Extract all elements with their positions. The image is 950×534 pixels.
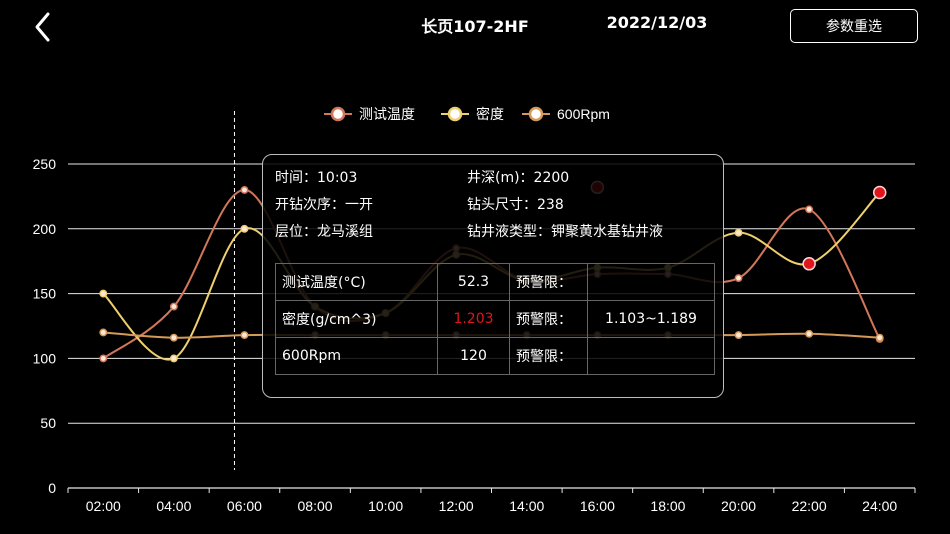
data-point <box>240 331 249 340</box>
param-name: 600Rpm <box>275 337 438 375</box>
well-title: 长页107-2HF <box>421 17 529 36</box>
chevron-left-icon <box>35 12 50 42</box>
y-tick-label: 200 <box>33 221 57 237</box>
x-tick-label: 14:00 <box>509 498 544 514</box>
x-tick-label: 22:00 <box>792 498 827 514</box>
table-row: 测试温度(°C) 52.3 预警限： <box>275 263 715 301</box>
warn-limit-range: 1.103~1.189 <box>587 300 715 338</box>
alarm-point <box>872 185 887 200</box>
tooltip-time: 时间：10:03 <box>275 170 358 186</box>
table-row: 密度(g/cm^3) 1.203 预警限： 1.103~1.189 <box>275 300 715 338</box>
y-tick-label: 250 <box>33 156 57 172</box>
x-tick-label: 24:00 <box>862 498 897 514</box>
data-point <box>99 289 108 298</box>
warn-limit-label: 预警限： <box>509 337 588 375</box>
y-tick-label: 0 <box>48 480 56 496</box>
tooltip-info: 时间：10:03 井深(m)：2200 开钻次序：一开 钻头尺寸：238 层位：… <box>275 167 715 248</box>
param-value: 1.203 <box>437 300 510 338</box>
tooltip-depth: 井深(m)：2200 <box>467 170 570 186</box>
legend-marker <box>528 106 544 122</box>
data-point <box>99 354 108 363</box>
date-label: 2022/12/03 <box>606 13 708 32</box>
tooltip-bit-size: 钻头尺寸：238 <box>467 197 564 213</box>
x-tick-label: 04:00 <box>156 498 191 514</box>
back-button[interactable] <box>28 10 60 44</box>
legend-label: 测试温度 <box>359 106 415 122</box>
y-tick-label: 50 <box>40 415 56 431</box>
warn-limit-range <box>587 337 715 375</box>
data-point <box>805 329 814 338</box>
warn-limit-range <box>587 263 715 301</box>
x-tick-label: 06:00 <box>227 498 262 514</box>
data-point <box>875 333 884 342</box>
data-point <box>734 274 743 282</box>
legend-label: 密度 <box>476 106 504 122</box>
x-tick-label: 02:00 <box>86 498 121 514</box>
y-tick-label: 100 <box>33 350 57 366</box>
param-name: 密度(g/cm^3) <box>275 300 438 338</box>
data-point <box>734 331 743 340</box>
x-tick-label: 20:00 <box>721 498 756 514</box>
table-row: 600Rpm 120 预警限： <box>275 337 715 375</box>
data-point <box>169 302 178 311</box>
legend-marker <box>447 106 463 122</box>
data-point <box>169 333 178 342</box>
data-point <box>99 328 108 337</box>
data-point <box>240 185 249 194</box>
x-tick-label: 16:00 <box>580 498 615 514</box>
x-tick-label: 12:00 <box>439 498 474 514</box>
legend-label: 600Rpm <box>557 106 610 122</box>
warn-limit-label: 预警限： <box>509 300 588 338</box>
data-point <box>240 224 249 233</box>
header-bar: 长页107-2HF 2022/12/03 参数重选 <box>0 0 950 52</box>
data-tooltip: 时间：10:03 井深(m)：2200 开钻次序：一开 钻头尺寸：238 层位：… <box>262 154 724 398</box>
param-value: 52.3 <box>437 263 510 301</box>
x-tick-label: 10:00 <box>368 498 403 514</box>
x-tick-label: 18:00 <box>650 498 685 514</box>
legend-marker <box>330 106 346 122</box>
param-value: 120 <box>437 337 510 375</box>
warn-limit-label: 预警限： <box>509 263 588 301</box>
alarm-point <box>802 257 816 271</box>
y-tick-label: 150 <box>33 286 57 302</box>
data-point <box>805 205 814 214</box>
tooltip-drill-order: 开钻次序：一开 <box>275 197 373 213</box>
tooltip-values-table: 测试温度(°C) 52.3 预警限： 密度(g/cm^3) 1.203 预警限：… <box>275 263 715 375</box>
tooltip-layer: 层位：龙马溪组 <box>275 224 373 240</box>
reset-params-button[interactable]: 参数重选 <box>790 9 918 43</box>
tooltip-fluid-type: 钻井液类型：钾聚黄水基钻井液 <box>467 224 663 240</box>
data-point <box>169 354 178 363</box>
param-name: 测试温度(°C) <box>275 263 438 301</box>
data-point <box>734 228 743 237</box>
x-tick-label: 08:00 <box>298 498 333 514</box>
